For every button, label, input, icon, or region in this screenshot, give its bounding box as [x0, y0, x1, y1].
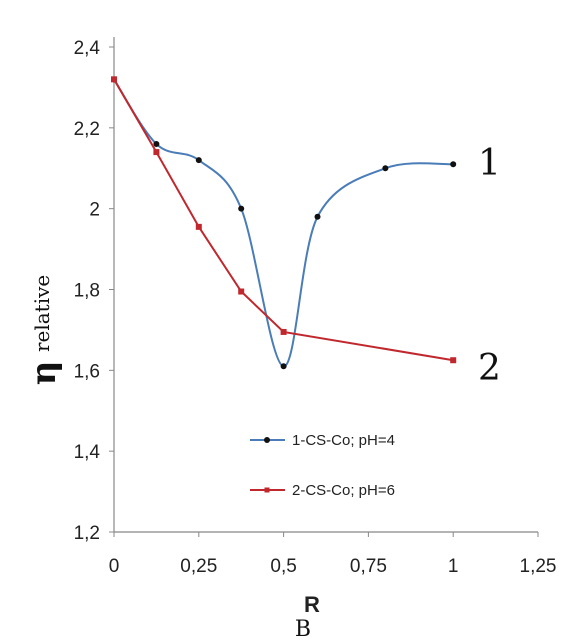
series-1-line [113, 78, 454, 368]
x-tick-label: 0,75 [350, 556, 387, 577]
series-1-point [314, 213, 321, 220]
y-axis-title: η relative [24, 275, 64, 385]
series-1-point [450, 161, 457, 168]
axes [113, 37, 538, 533]
x-tick-label: 1,25 [520, 556, 557, 577]
series-2-point [280, 328, 287, 335]
series-1-point [153, 141, 160, 147]
svg-text:η relative: η relative [24, 275, 64, 385]
figure-caption: B [295, 617, 311, 640]
series-2 [111, 76, 457, 364]
legend-label-series-2: 2-CS-Co; pH=6 [292, 482, 395, 499]
x-tick-label: 0 [109, 556, 120, 577]
series-1-point [195, 157, 202, 164]
series-layer [111, 76, 457, 370]
y-tick-label: 1,2 [74, 523, 100, 544]
series-2-point [111, 76, 117, 83]
series-1-point [280, 363, 287, 370]
x-tick-labels: 0 0,25 0,5 0,75 1 1,25 [109, 532, 557, 577]
y-tick-label: 2 [89, 200, 100, 221]
y-tick-label: 2,2 [74, 119, 100, 140]
y-tick-label: 1,8 [74, 281, 100, 302]
y-tick-label: 1,4 [74, 442, 101, 463]
y-tick-label: 1,6 [74, 361, 100, 382]
series-2-end-label: 2 [478, 348, 501, 389]
legend-label-series-1: 1-CS-Co; pH=4 [292, 432, 395, 449]
series-1-end-label: 1 [478, 143, 501, 184]
series-1-point [382, 165, 389, 172]
series-1-point [238, 205, 245, 212]
series-2-point [195, 223, 202, 230]
series-1 [111, 76, 457, 370]
legend: 1-CS-Co; pH=4 2-CS-Co; pH=6 [250, 432, 395, 499]
series-2-point [238, 288, 245, 295]
legend-marker-series-1 [264, 437, 270, 443]
y-tick-label: 2,4 [74, 38, 101, 59]
x-tick-label: 0,25 [180, 556, 217, 577]
y-axis-title-sub: relative [30, 275, 54, 352]
x-tick-label: 0,5 [270, 556, 296, 577]
series-2-line [113, 78, 454, 362]
y-axis-title-main: η [24, 361, 64, 386]
x-tick-label: 1 [448, 556, 459, 577]
y-tick-labels: 1,2 1,4 1,6 1,8 2 2,2 2,4 [74, 38, 114, 544]
series-2-point [450, 357, 457, 364]
x-axis-title: R [304, 592, 320, 617]
legend-marker-series-2 [264, 487, 270, 493]
series-2-point [153, 149, 160, 156]
